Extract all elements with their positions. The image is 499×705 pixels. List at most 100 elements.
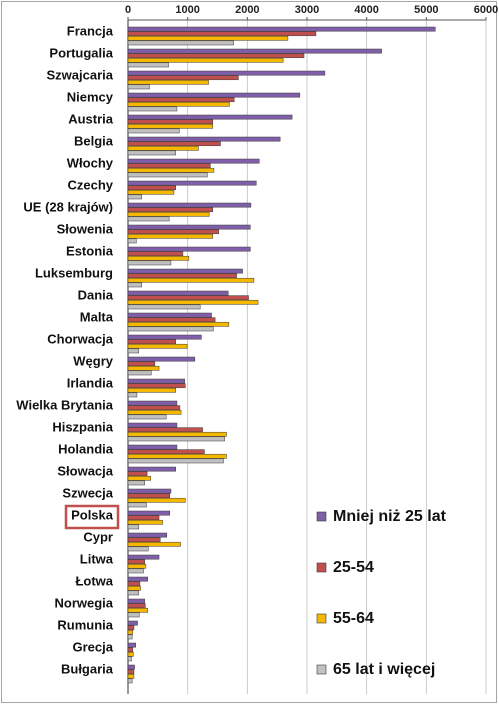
bar-holandia-55-64	[127, 453, 227, 459]
legend-swatch-55-64	[316, 613, 327, 624]
category-label-bulgaria: Bułgaria	[61, 662, 114, 677]
category-label-austria: Austria	[68, 112, 114, 127]
bar-chorwacja-65-lat-i-wiecej	[127, 348, 139, 354]
bar-szwajcaria-55-64	[127, 79, 209, 85]
bar-austria-mniej-niz-25-lat	[127, 114, 293, 120]
bar-portugalia-mniej-niz-25-lat	[127, 48, 382, 54]
category-label-belgia: Belgia	[74, 134, 114, 149]
category-label-chorwacja: Chorwacja	[47, 332, 114, 347]
bar-wlochy-mniej-niz-25-lat	[127, 158, 260, 164]
bar-estonia-65-lat-i-wiecej	[127, 260, 172, 266]
bar-belgia-55-64	[127, 145, 199, 151]
category-label-wegry: Węgry	[73, 354, 114, 369]
bar-rumunia-55-64	[127, 629, 134, 635]
bar-polska-55-64	[127, 519, 163, 525]
bar-wegry-25-54	[127, 361, 156, 367]
category-label-hiszpania: Hiszpania	[52, 420, 113, 435]
x-tick-label: 3000	[295, 4, 319, 16]
category-label-irlandia: Irlandia	[67, 376, 114, 391]
bar-malta-65-lat-i-wiecej	[127, 326, 214, 332]
bar-litwa-65-lat-i-wiecej	[127, 568, 144, 574]
bar-niemcy-55-64	[127, 101, 230, 107]
bar-wielka-brytania-65-lat-i-wiecej	[127, 414, 167, 420]
bar-malta-mniej-niz-25-lat	[127, 312, 212, 318]
bar-irlandia-55-64	[127, 387, 176, 393]
legend-label-mniej-niz-25-lat: Mniej niż 25 lat	[333, 508, 447, 525]
bar-chorwacja-55-64	[127, 343, 188, 349]
bar-slowacja-55-64	[127, 475, 151, 481]
bar-litwa-55-64	[127, 563, 147, 569]
bar-dania-65-lat-i-wiecej	[127, 304, 201, 310]
bar-niemcy-mniej-niz-25-lat	[127, 92, 301, 98]
bar-slowenia-25-54	[127, 229, 219, 235]
bar-francja-25-54	[127, 31, 317, 37]
bar-belgia-25-54	[127, 141, 221, 147]
bar-wlochy-25-54	[127, 163, 211, 169]
bar-cypr-65-lat-i-wiecej	[127, 546, 149, 552]
bar-ue-28-krajow-mniej-niz-25-lat	[127, 202, 252, 208]
bar-slowacja-65-lat-i-wiecej	[127, 480, 145, 486]
bar-norwegia-25-54	[127, 603, 146, 609]
bar-dania-25-54	[127, 295, 249, 301]
bar-norwegia-mniej-niz-25-lat	[127, 598, 145, 604]
bar-lotwa-55-64	[127, 585, 141, 591]
bar-polska-65-lat-i-wiecej	[127, 524, 139, 530]
category-label-slowacja: Słowacja	[57, 464, 113, 479]
bar-slowenia-55-64	[127, 233, 213, 239]
bar-hiszpania-mniej-niz-25-lat	[127, 422, 178, 428]
bar-niemcy-25-54	[127, 97, 235, 103]
bar-estonia-mniej-niz-25-lat	[127, 246, 251, 252]
legend-swatch-65-lat-i-wiecej	[316, 664, 327, 675]
bar-lotwa-25-54	[127, 581, 141, 587]
x-tick-label: 4000	[354, 4, 378, 16]
bar-luksemburg-65-lat-i-wiecej	[127, 282, 142, 288]
bar-slowacja-25-54	[127, 471, 148, 477]
bar-portugalia-55-64	[127, 57, 284, 63]
bar-malta-55-64	[127, 321, 230, 327]
category-label-malta: Malta	[80, 310, 114, 325]
bar-szwecja-25-54	[127, 493, 171, 499]
category-label-portugalia: Portugalia	[49, 46, 113, 61]
bar-cypr-25-54	[127, 537, 161, 543]
bar-grecja-mniej-niz-25-lat	[127, 642, 137, 648]
category-label-norwegia: Norwegia	[54, 596, 113, 611]
legend-label-25-54: 25-54	[333, 559, 374, 576]
bar-ue-28-krajow-55-64	[127, 211, 210, 217]
bar-chorwacja-25-54	[127, 339, 176, 345]
bar-szwecja-55-64	[127, 497, 186, 503]
category-label-rumunia: Rumunia	[57, 618, 113, 633]
bar-holandia-25-54	[127, 449, 205, 455]
legend-label-65-lat-i-wiecej: 65 lat i więcej	[333, 661, 435, 678]
category-label-dania: Dania	[78, 288, 114, 303]
bar-rumunia-65-lat-i-wiecej	[127, 634, 133, 640]
category-label-wlochy: Włochy	[67, 156, 114, 171]
bar-czechy-mniej-niz-25-lat	[127, 180, 257, 186]
bar-austria-65-lat-i-wiecej	[127, 128, 180, 134]
bar-czechy-55-64	[127, 189, 175, 195]
bar-grecja-25-54	[127, 647, 134, 653]
legend-swatch-mniej-niz-25-lat	[316, 511, 327, 522]
legend-label-55-64: 55-64	[333, 610, 374, 627]
bar-grecja-65-lat-i-wiecej	[127, 656, 132, 662]
bar-portugalia-65-lat-i-wiecej	[127, 62, 169, 68]
category-label-wielka-brytania: Wielka Brytania	[16, 398, 113, 413]
bar-bulgaria-mniej-niz-25-lat	[127, 664, 135, 670]
bar-cypr-55-64	[127, 541, 181, 547]
x-tick-label: 1000	[175, 4, 199, 16]
bar-wielka-brytania-55-64	[127, 409, 182, 415]
bar-slowacja-mniej-niz-25-lat	[127, 466, 176, 472]
bar-holandia-mniej-niz-25-lat	[127, 444, 178, 450]
bar-rumunia-mniej-niz-25-lat	[127, 620, 138, 626]
bar-dania-55-64	[127, 299, 259, 305]
bar-slowenia-65-lat-i-wiecej	[127, 238, 137, 244]
bar-slowenia-mniej-niz-25-lat	[127, 224, 251, 230]
bar-lotwa-65-lat-i-wiecej	[127, 590, 139, 596]
bar-norwegia-55-64	[127, 607, 148, 613]
bar-czechy-65-lat-i-wiecej	[127, 194, 142, 200]
bar-hiszpania-55-64	[127, 431, 227, 437]
bar-polska-25-54	[127, 515, 160, 521]
category-labels: Francja Portugalia Szwajcaria Niemcy Austria…	[16, 24, 113, 677]
bar-polska-mniej-niz-25-lat	[127, 510, 171, 516]
